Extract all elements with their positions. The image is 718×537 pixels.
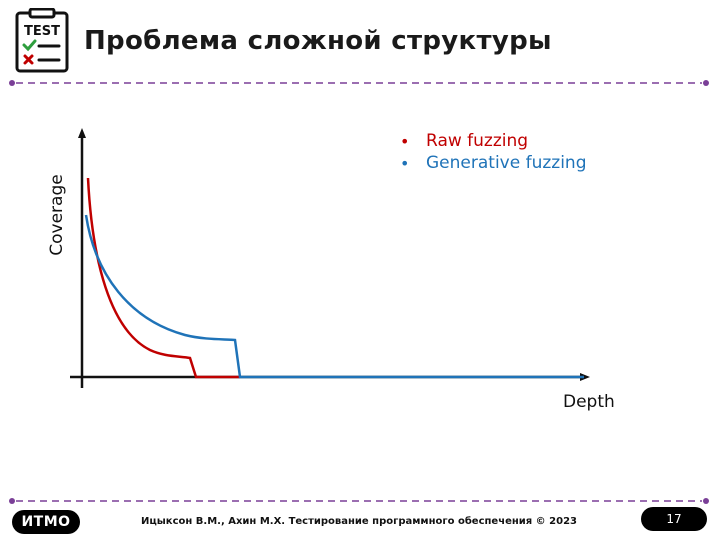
legend-bullet-generative: • <box>400 153 410 173</box>
x-axis-arrow <box>580 373 590 381</box>
page-title: Проблема сложной структуры <box>84 26 552 56</box>
top-divider <box>9 80 709 86</box>
legend-label-generative: Generative fuzzing <box>426 153 587 173</box>
test-icon-label: TEST <box>24 24 60 39</box>
legend-label-raw: Raw fuzzing <box>426 131 529 151</box>
page-number: 17 <box>641 507 707 531</box>
legend-bullet-raw: • <box>400 131 410 151</box>
x-axis-label: Depth <box>563 392 615 412</box>
legend: • Raw fuzzing • Generative fuzzing <box>400 130 586 174</box>
bottom-divider <box>9 498 709 504</box>
legend-item-generative: • Generative fuzzing <box>400 152 586 174</box>
test-checklist-icon: TEST <box>15 8 69 73</box>
itmo-logo: ИTMO <box>12 510 80 534</box>
y-axis-label: Coverage <box>47 174 67 256</box>
footer-credits: Ицыксон В.М., Ахин М.Х. Тестирование про… <box>140 516 577 527</box>
raw-fuzzing-curve <box>86 177 240 379</box>
generative-fuzzing-curve <box>84 214 584 379</box>
legend-item-raw: • Raw fuzzing <box>400 130 586 152</box>
y-axis-arrow <box>78 128 86 138</box>
